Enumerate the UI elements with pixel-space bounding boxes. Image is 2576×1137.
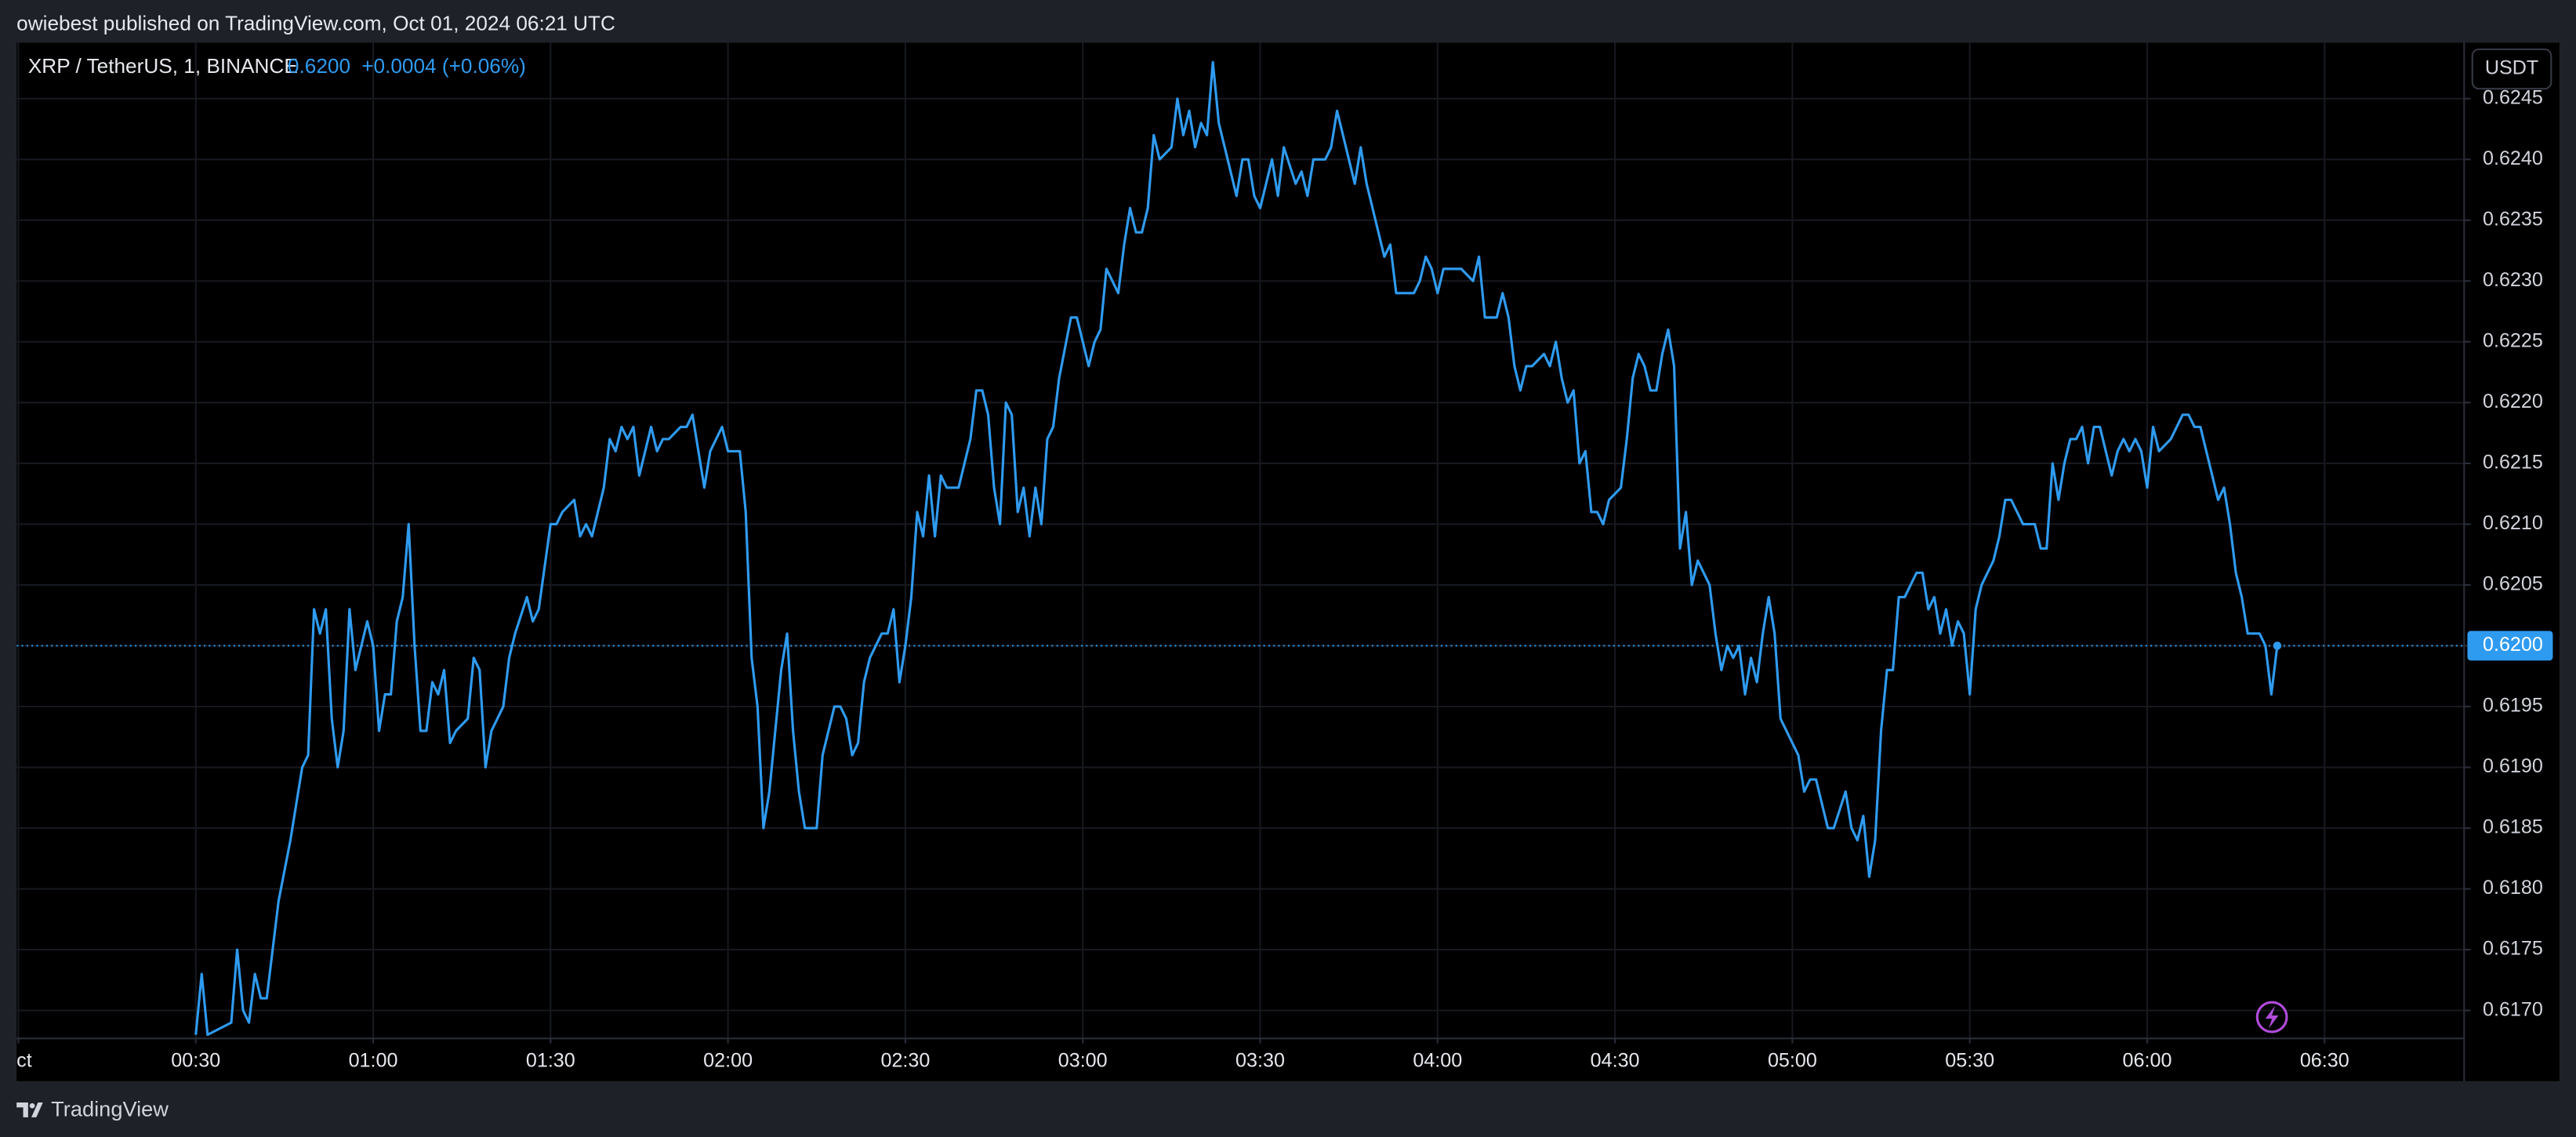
y-tick-label: 0.6170 xyxy=(2483,998,2543,1020)
x-tick-label: 02:00 xyxy=(703,1049,753,1071)
x-tick-label: 05:00 xyxy=(1768,1049,1817,1071)
price-line xyxy=(194,60,2279,1037)
x-tick-label: 04:00 xyxy=(1413,1049,1462,1071)
y-tick-label: 0.6190 xyxy=(2483,755,2543,777)
y-tick-label: 0.6210 xyxy=(2483,512,2543,534)
y-tick-label: 0.6185 xyxy=(2483,816,2543,838)
x-tick-label: 06:30 xyxy=(2300,1049,2349,1071)
alert-bolt xyxy=(2265,1005,2279,1029)
y-tick-label: 0.6195 xyxy=(2483,695,2543,717)
brand-logo xyxy=(16,1102,43,1117)
y-tick-label: 0.6220 xyxy=(2483,391,2543,412)
alert-icon[interactable] xyxy=(2255,1001,2288,1033)
x-tick-label: 01:30 xyxy=(526,1049,575,1071)
x-tick-label: 03:00 xyxy=(1058,1049,1108,1071)
last-price: 0.6200 xyxy=(288,54,350,78)
x-tick-label: 03:30 xyxy=(1235,1049,1285,1071)
x-tick-label: 00:30 xyxy=(171,1049,220,1071)
brand-name: TradingView xyxy=(51,1097,169,1121)
plot xyxy=(16,60,2465,1037)
y-tick-label: 0.6235 xyxy=(2483,208,2543,230)
y-tick-label: 0.6230 xyxy=(2483,269,2543,291)
last-price-tag xyxy=(2467,630,2553,661)
chart-title: XRP / TetherUS, 1, BINANCE xyxy=(28,54,298,78)
y-tick-label: 0.6215 xyxy=(2483,452,2543,474)
currency-button[interactable] xyxy=(2471,48,2552,90)
currency-label[interactable]: USDT xyxy=(2485,57,2538,79)
x-tick-label: 01:00 xyxy=(349,1049,398,1071)
grid xyxy=(16,42,2465,1039)
y-tick-label: 0.6245 xyxy=(2483,86,2543,108)
y-tick-label: 0.6240 xyxy=(2483,147,2543,169)
y-tick-label: 0.6225 xyxy=(2483,330,2543,352)
x-tick-label: ct xyxy=(16,1049,32,1071)
last-point xyxy=(2273,641,2282,650)
x-tick-label: 04:30 xyxy=(1591,1049,1640,1071)
published-note: owiebest published on TradingView.com, O… xyxy=(16,11,615,35)
x-tick-label: 05:30 xyxy=(1945,1049,1994,1071)
x-tick-label: 06:00 xyxy=(2123,1049,2172,1071)
x-tick-label: 02:30 xyxy=(880,1049,930,1071)
axis-labels: 0.6170 0.6175 0.6180 0.6185 0.6190 0.6195 0.62… xyxy=(16,86,2553,1071)
y-tick-label: 0.6180 xyxy=(2483,877,2543,899)
y-tick-label: 0.6175 xyxy=(2483,938,2543,960)
price-change: +0.0004 (+0.06%) xyxy=(361,54,526,78)
y-tick-label: 0.6205 xyxy=(2483,573,2543,595)
chart-panel xyxy=(16,42,2560,1081)
last-price-tag-label: 0.6200 xyxy=(2483,634,2543,656)
